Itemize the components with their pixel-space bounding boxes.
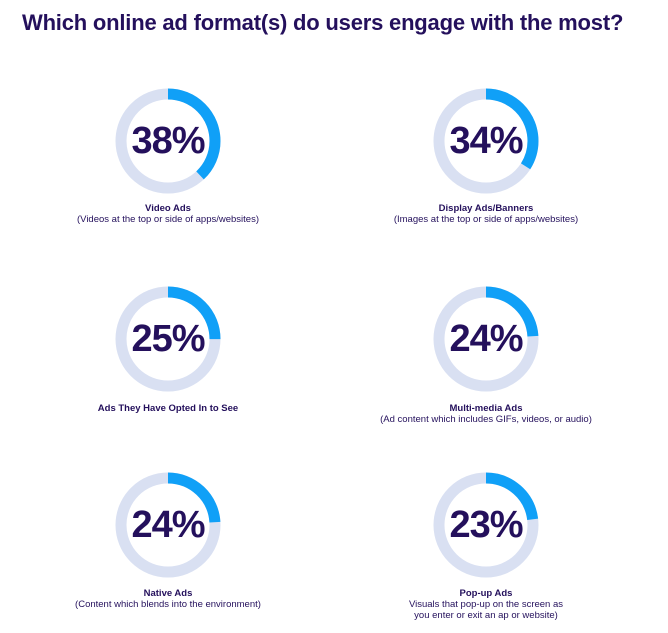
percent-value: 23%	[449, 503, 523, 546]
donut-svg	[115, 472, 221, 578]
donut-svg	[433, 88, 539, 194]
percent-value: 38%	[131, 119, 205, 162]
donut-chart: 24%	[113, 470, 223, 580]
donut-arc	[115, 472, 221, 578]
item-name: Display Ads/Banners	[438, 203, 534, 214]
chart-title: Which online ad format(s) do users engag…	[22, 10, 624, 35]
item-label: Video Ads (Videos at the top or side of …	[18, 203, 318, 225]
donut-chart: 24%	[431, 284, 541, 394]
donut-svg	[115, 286, 221, 392]
item-description: (Images at the top or side of apps/websi…	[393, 214, 579, 225]
donut-chart: 25%	[113, 284, 223, 394]
item-description: Visuals that pop-up on the screen as you…	[408, 599, 564, 621]
item-name: Video Ads	[145, 203, 191, 214]
percent-value: 25%	[131, 317, 205, 360]
donut-svg	[433, 286, 539, 392]
item-description: (Content which blends into the environme…	[75, 599, 261, 610]
item-description: (Ad content which includes GIFs, videos,…	[380, 414, 592, 425]
item-label: Pop-up Ads Visuals that pop-up on the sc…	[406, 588, 566, 621]
item-label: Display Ads/Banners (Images at the top o…	[336, 203, 636, 225]
donut-arc	[433, 286, 539, 392]
percent-value: 34%	[449, 119, 523, 162]
item-label: Ads They Have Opted In to See	[18, 403, 318, 414]
donut-svg	[115, 88, 221, 194]
percent-value: 24%	[449, 317, 523, 360]
item-label: Multi-media Ads (Ad content which includ…	[336, 403, 636, 425]
item-name: Native Ads	[143, 588, 193, 599]
item-name: Multi-media Ads	[449, 403, 523, 414]
donut-chart: 23%	[431, 470, 541, 580]
item-label: Native Ads (Content which blends into th…	[18, 588, 318, 610]
donut-chart: 34%	[431, 86, 541, 196]
donut-arc	[433, 88, 539, 194]
item-name: Pop-up Ads	[459, 588, 513, 599]
donut-arc	[115, 286, 221, 392]
donut-arc	[433, 472, 539, 578]
item-name: Ads They Have Opted In to See	[97, 403, 239, 414]
donut-chart: 38%	[113, 86, 223, 196]
donut-svg	[433, 472, 539, 578]
item-description: (Videos at the top or side of apps/websi…	[76, 214, 259, 225]
donut-arc	[115, 88, 221, 194]
percent-value: 24%	[131, 503, 205, 546]
